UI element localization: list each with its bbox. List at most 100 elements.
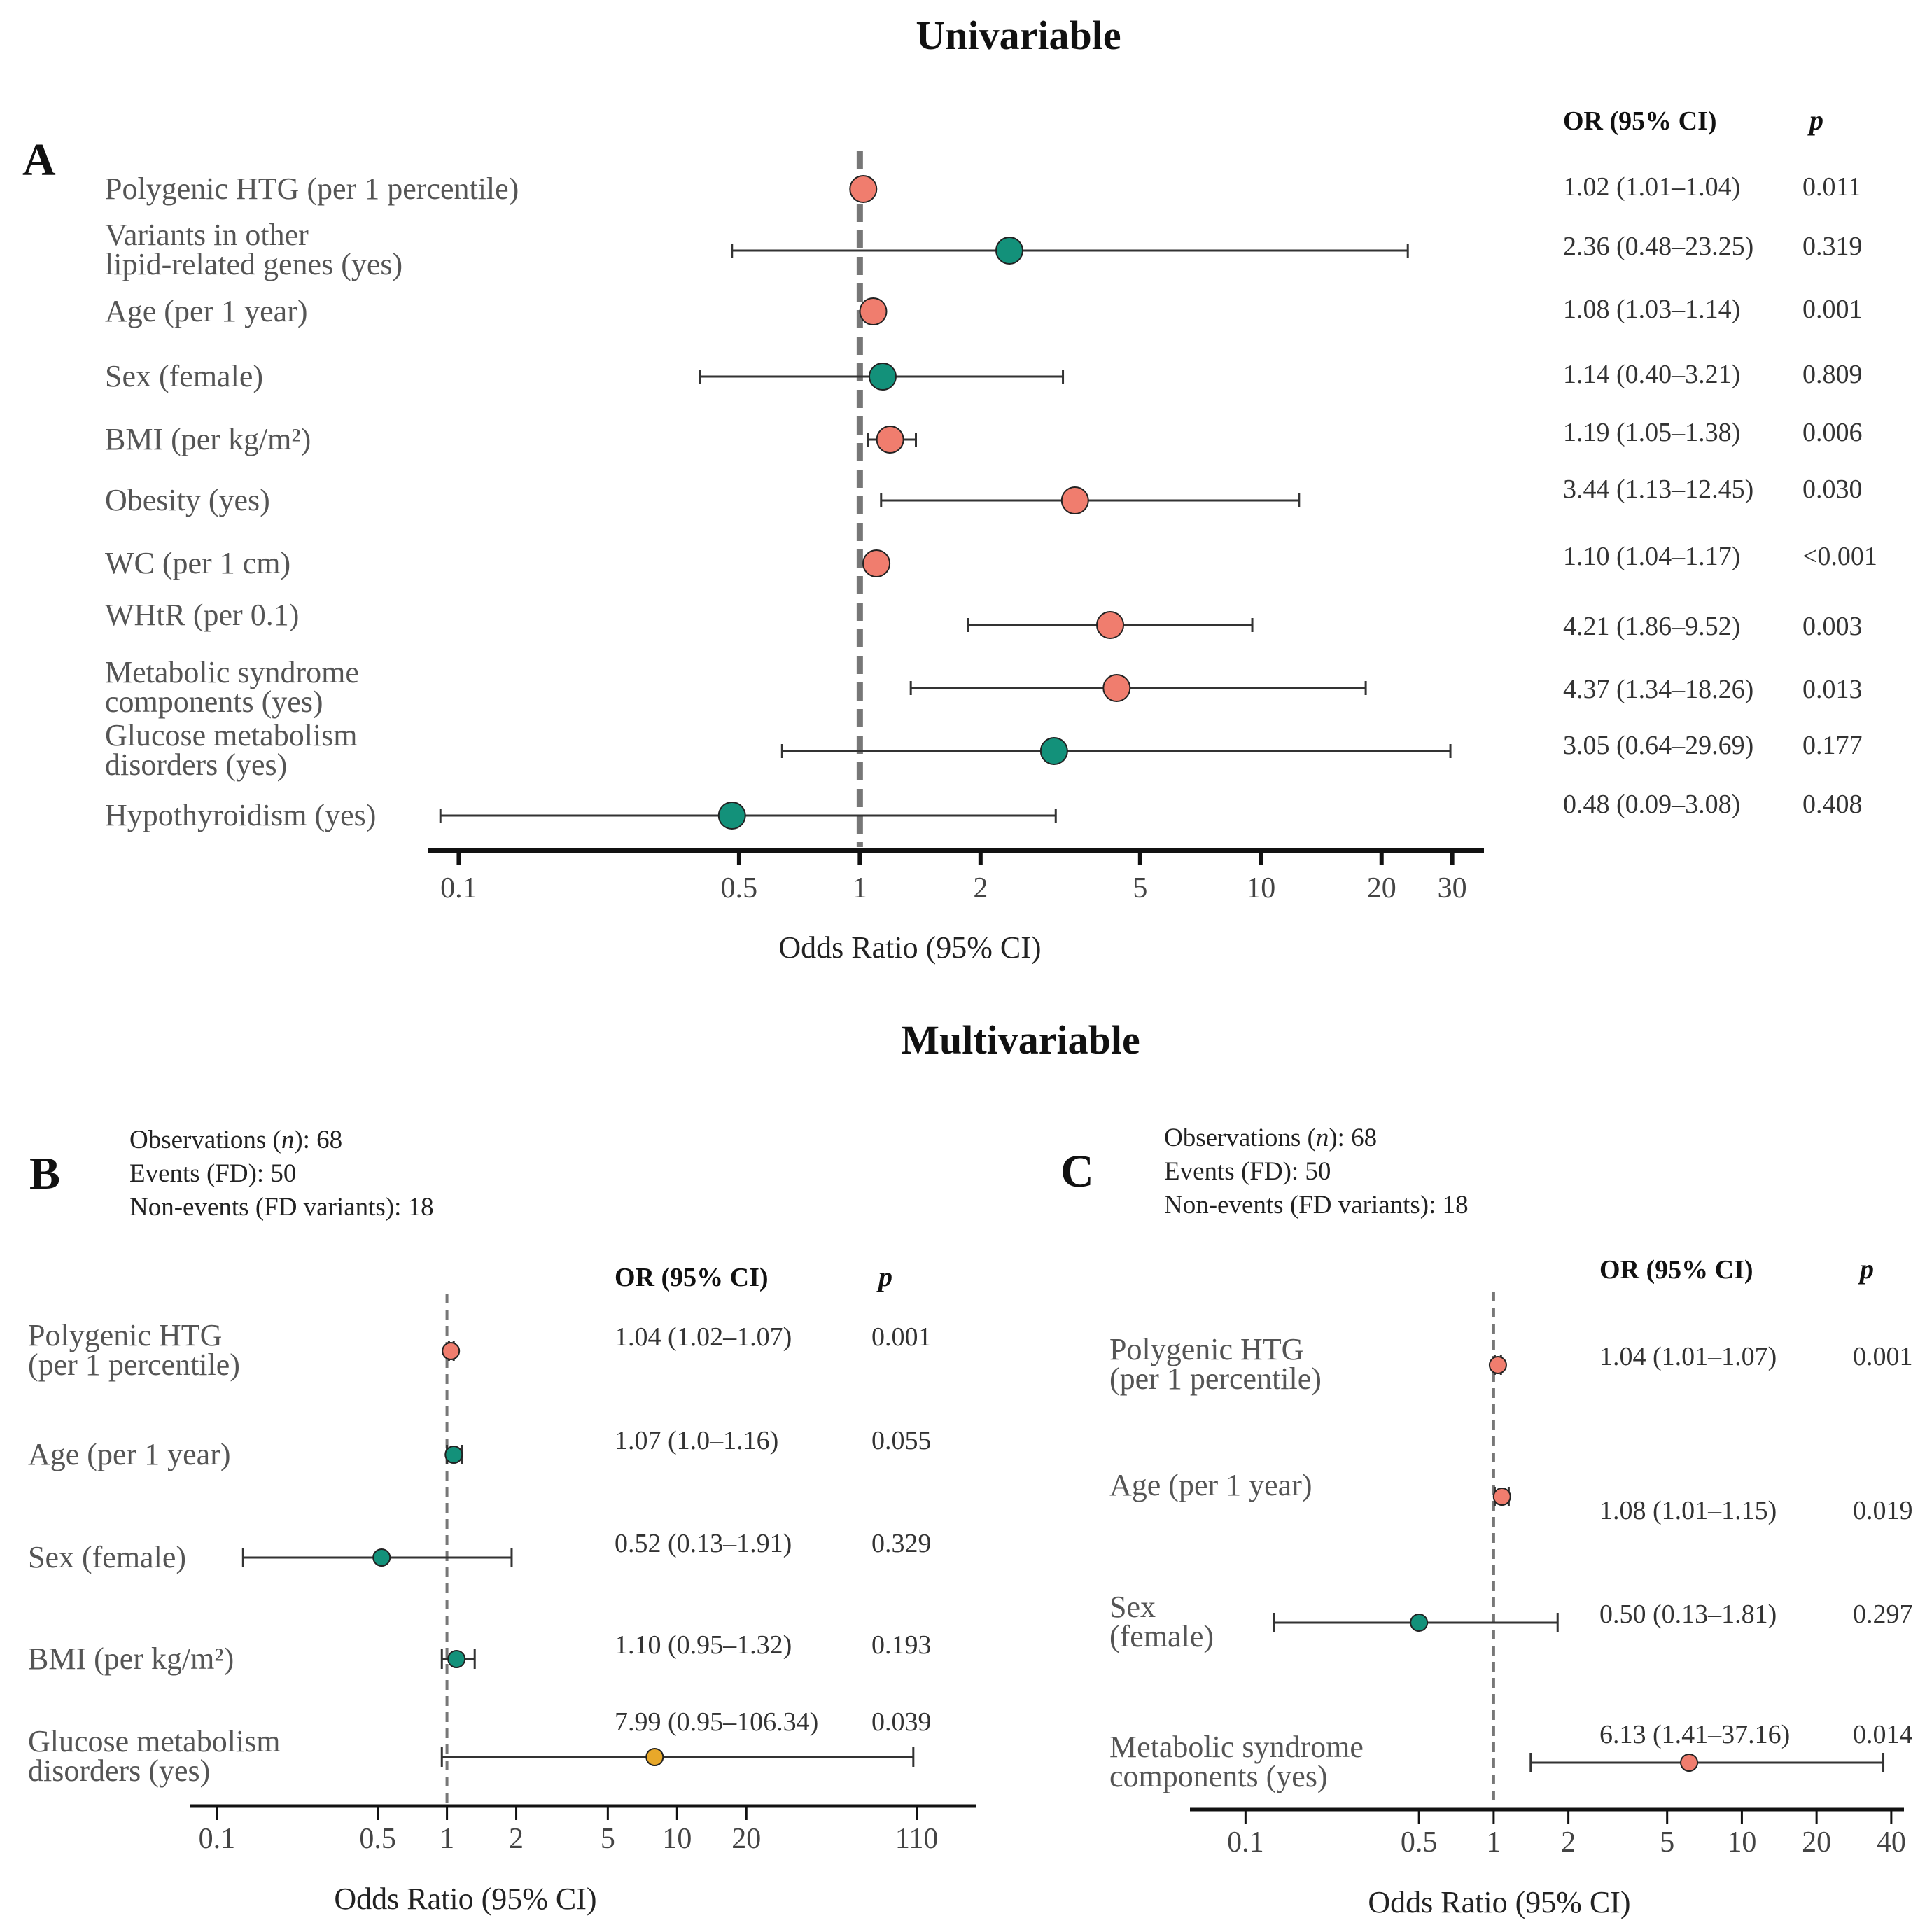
forest-row: Age (per 1 year) 1.07 (1.0–1.16) 0.055 — [28, 1426, 932, 1471]
x-tick-label: 10 — [1727, 1826, 1756, 1858]
forest-row: WC (per 1 cm) 1.10 (1.04–1.17) <0.001 — [105, 542, 1877, 580]
row-label: Age (per 1 year) — [1110, 1468, 1312, 1502]
point-estimate-marker — [444, 1446, 463, 1464]
or-ci-value: 1.04 (1.01–1.07) — [1600, 1342, 1777, 1371]
x-tick-label: 30 — [1438, 872, 1467, 904]
p-value: 0.011 — [1802, 172, 1861, 202]
point-estimate-marker — [1488, 1356, 1507, 1374]
x-tick-label: 2 — [973, 872, 988, 904]
sample-info-line: Non-events (FD variants): 18 — [130, 1193, 434, 1222]
point-estimate-marker — [859, 298, 888, 326]
or-ci-value: 1.02 (1.01–1.04) — [1563, 172, 1740, 202]
point-estimate-marker — [447, 1650, 466, 1668]
or-ci-column-header: OR (95% CI) — [1600, 1255, 1754, 1284]
p-value: 0.809 — [1802, 360, 1863, 389]
x-tick-label: 0.5 — [721, 872, 758, 904]
or-ci-value: 4.21 (1.86–9.52) — [1563, 612, 1740, 641]
p-value: 0.001 — [1853, 1342, 1913, 1371]
x-tick-label: 2 — [509, 1823, 524, 1855]
point-estimate-marker — [442, 1342, 461, 1360]
point-estimate-marker — [876, 426, 904, 454]
row-label: Age (per 1 year) — [105, 294, 308, 328]
point-estimate-marker — [1060, 486, 1089, 514]
point-estimate-marker — [1410, 1614, 1429, 1632]
row-label: BMI (per kg/m²) — [105, 422, 311, 456]
forest-row: Polygenic HTG (per 1 percentile) 1.02 (1.… — [105, 172, 1861, 206]
p-value-column-header: p — [876, 1261, 892, 1292]
or-ci-value: 1.07 (1.0–1.16) — [615, 1426, 778, 1455]
x-tick-label: 1 — [1486, 1826, 1501, 1858]
row-label: WHtR (per 0.1) — [105, 598, 299, 632]
forest-row: Age (per 1 year) 1.08 (1.03–1.14) 0.001 — [105, 294, 1863, 328]
x-tick-label: 1 — [440, 1823, 454, 1855]
panel-c: C Observations (n): 68 Events (FD): 50 Non-… — [1060, 1124, 1913, 1919]
or-ci-value: 2.36 (0.48–23.25) — [1563, 232, 1754, 261]
or-ci-value: 0.52 (0.13–1.91) — [615, 1529, 792, 1558]
row-label: Obesity (yes) — [105, 483, 270, 517]
sample-info-line: Non-events (FD variants): 18 — [1164, 1191, 1469, 1219]
or-ci-value: 3.05 (0.64–29.69) — [1563, 731, 1754, 760]
or-ci-value: 3.44 (1.13–12.45) — [1563, 475, 1754, 504]
x-tick-label: 0.5 — [359, 1823, 396, 1855]
point-estimate-marker — [718, 802, 746, 830]
forest-row: Sex(female) 0.50 (0.13–1.81) 0.297 — [1110, 1590, 1913, 1653]
point-estimate-marker — [862, 550, 891, 578]
or-ci-value: 1.14 (0.40–3.21) — [1563, 360, 1740, 389]
row-label-line2: disorders (yes) — [28, 1754, 210, 1788]
x-tick-label: 20 — [1367, 872, 1396, 904]
p-value: 0.039 — [872, 1707, 932, 1737]
x-tick-label: 5 — [1660, 1826, 1674, 1858]
p-value: 0.297 — [1853, 1600, 1913, 1629]
x-tick-label: 0.5 — [1401, 1826, 1438, 1858]
x-tick-label: 20 — [1802, 1826, 1831, 1858]
row-label: WC (per 1 cm) — [105, 546, 290, 580]
p-value: 0.014 — [1853, 1720, 1913, 1749]
or-ci-column-header: OR (95% CI) — [1563, 106, 1717, 136]
panel-label: B — [29, 1148, 60, 1199]
row-label-line1: Metabolic syndrome — [1110, 1730, 1364, 1764]
x-tick-label: 40 — [1877, 1826, 1906, 1858]
forest-row: BMI (per kg/m²) 1.10 (0.95–1.32) 0.193 — [28, 1630, 932, 1676]
p-value: 0.019 — [1853, 1496, 1913, 1525]
sample-info-line: Events (FD): 50 — [130, 1159, 296, 1188]
p-value-column-header: p — [1858, 1253, 1874, 1284]
row-label-line1: Metabolic syndrome — [105, 655, 359, 690]
x-tick-label: 20 — [732, 1823, 761, 1855]
or-ci-value: 1.10 (0.95–1.32) — [615, 1630, 792, 1660]
or-ci-value: 0.50 (0.13–1.81) — [1600, 1600, 1777, 1629]
row-label-line2: components (yes) — [1110, 1759, 1328, 1793]
p-value: 0.013 — [1802, 675, 1863, 704]
row-label: Sex (female) — [105, 359, 263, 393]
or-ci-value: 7.99 (0.95–106.34) — [615, 1707, 818, 1737]
sample-info-line: Observations (n): 68 — [130, 1126, 342, 1154]
point-estimate-marker — [1096, 611, 1125, 639]
p-value: 0.003 — [1802, 612, 1863, 641]
forest-row: Hypothyroidism (yes) 0.48 (0.09–3.08) 0.40… — [105, 790, 1863, 832]
point-estimate-marker — [1102, 674, 1131, 702]
or-ci-value: 6.13 (1.41–37.16) — [1600, 1720, 1790, 1749]
point-estimate-marker — [868, 363, 897, 391]
p-value: <0.001 — [1802, 542, 1877, 571]
or-ci-value: 0.48 (0.09–3.08) — [1563, 790, 1740, 819]
forest-row: Polygenic HTG(per 1 percentile) 1.04 (1.0… — [28, 1318, 932, 1382]
row-label-line1: Variants in other — [105, 218, 309, 252]
forest-row: Sex (female) 1.14 (0.40–3.21) 0.809 — [105, 359, 1863, 393]
panel-b: Multivariable B Observations (n): 68 Events… — [28, 1017, 1140, 1916]
p-value: 0.319 — [1802, 232, 1863, 261]
p-value: 0.006 — [1802, 418, 1863, 447]
p-value: 0.055 — [872, 1426, 932, 1455]
x-axis-title: Odds Ratio (95% CI) — [334, 1882, 596, 1916]
row-label-line2: (female) — [1110, 1619, 1214, 1653]
row-label-line1: Polygenic HTG — [1110, 1332, 1303, 1366]
row-label: Age (per 1 year) — [28, 1437, 231, 1471]
row-label-line1: Polygenic HTG — [28, 1318, 222, 1352]
p-value: 0.193 — [872, 1630, 932, 1660]
or-ci-column-header: OR (95% CI) — [615, 1263, 769, 1292]
forest-row: BMI (per kg/m²) 1.19 (1.05–1.38) 0.006 — [105, 418, 1863, 456]
